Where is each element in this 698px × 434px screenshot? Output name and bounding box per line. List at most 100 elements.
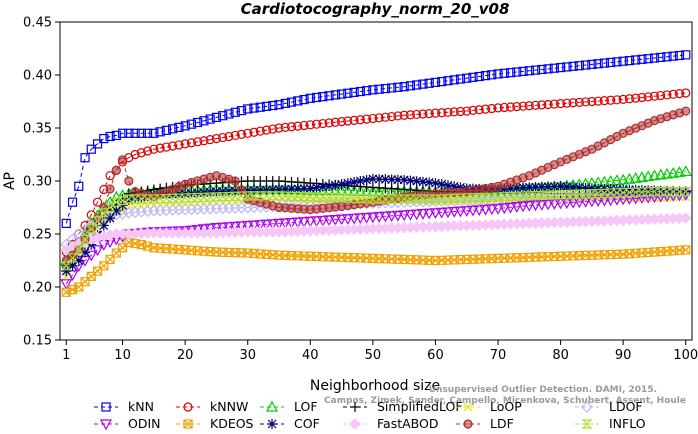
data-point — [349, 115, 359, 125]
data-point — [542, 199, 555, 211]
data-point — [374, 113, 384, 123]
data-point — [316, 215, 329, 227]
data-point — [211, 112, 222, 123]
data-point — [305, 183, 316, 194]
data-point — [679, 212, 692, 224]
data-point — [217, 186, 228, 197]
data-point — [679, 165, 692, 177]
data-point — [610, 194, 623, 206]
data-point — [61, 266, 72, 277]
data-point — [462, 73, 472, 83]
data-point — [442, 180, 453, 191]
data-point — [631, 55, 641, 65]
legend-item-fastabod: FastABOD — [343, 416, 439, 431]
data-point — [631, 93, 641, 103]
data-point — [623, 172, 636, 184]
data-point — [681, 88, 691, 98]
data-point — [468, 72, 478, 82]
data-point — [222, 222, 235, 234]
data-point — [617, 188, 629, 198]
data-point — [681, 245, 691, 255]
data-point — [462, 106, 472, 116]
data-point — [343, 116, 353, 126]
data-point — [530, 182, 541, 193]
data-point — [274, 123, 284, 133]
data-point — [543, 181, 554, 192]
data-point — [129, 194, 141, 204]
data-point — [304, 184, 317, 196]
data-point — [186, 138, 197, 148]
data-point — [67, 197, 78, 207]
data-point — [354, 213, 367, 225]
data-point — [399, 110, 409, 120]
data-point — [391, 210, 404, 222]
data-point — [443, 76, 453, 86]
x-tick-label: 50 — [365, 348, 382, 363]
data-point — [261, 184, 272, 195]
data-point — [480, 71, 491, 81]
data-point — [174, 140, 184, 150]
data-point — [298, 184, 311, 195]
data-point — [511, 191, 523, 201]
data-point — [199, 136, 209, 146]
data-point — [387, 83, 397, 93]
data-point — [285, 217, 298, 229]
data-point — [537, 64, 547, 75]
data-point — [373, 194, 385, 204]
legend-marker — [101, 402, 111, 412]
data-point — [549, 63, 559, 73]
data-point — [593, 96, 603, 106]
data-point — [655, 187, 667, 197]
data-point — [292, 183, 303, 194]
data-point — [411, 176, 422, 187]
data-point — [499, 68, 509, 78]
data-point — [255, 126, 265, 136]
data-point — [555, 99, 566, 109]
data-point — [486, 192, 498, 202]
data-point — [624, 55, 635, 66]
data-point — [180, 121, 190, 131]
data-point — [636, 187, 648, 197]
data-point — [587, 96, 597, 107]
data-point — [193, 137, 203, 147]
data-point — [361, 174, 372, 185]
data-point — [605, 188, 617, 198]
series-line — [65, 54, 686, 224]
data-point — [493, 69, 503, 79]
data-point — [141, 205, 154, 218]
data-point — [143, 128, 153, 138]
y-tick-label: 0.15 — [23, 334, 52, 349]
legend-marker — [183, 419, 193, 429]
data-point — [649, 91, 660, 101]
data-point — [380, 174, 391, 185]
data-point — [474, 71, 484, 82]
data-point — [318, 118, 328, 129]
series-knnw — [61, 88, 691, 257]
data-point — [260, 219, 273, 231]
data-point — [498, 192, 510, 202]
data-point — [429, 208, 442, 220]
data-point — [405, 175, 416, 186]
legend-item-loop: LoOP — [456, 399, 522, 414]
data-point — [192, 192, 204, 203]
data-point — [443, 107, 453, 117]
series-fastabod — [60, 212, 692, 256]
data-point — [505, 191, 516, 202]
series-line — [66, 241, 686, 293]
data-point — [80, 247, 91, 258]
x-tick-label: 80 — [552, 348, 569, 363]
data-point — [618, 184, 629, 195]
data-point — [330, 117, 340, 127]
data-point — [293, 96, 303, 106]
y-axis-label: AP — [2, 172, 18, 190]
data-point — [405, 81, 416, 91]
data-point — [92, 197, 103, 207]
legend-item-knn: kNN — [94, 399, 154, 414]
data-point — [324, 118, 334, 128]
data-point — [630, 184, 641, 195]
data-point — [305, 93, 315, 103]
data-point — [412, 80, 422, 90]
data-point — [668, 89, 678, 99]
data-point — [599, 58, 609, 68]
data-point — [662, 52, 672, 62]
